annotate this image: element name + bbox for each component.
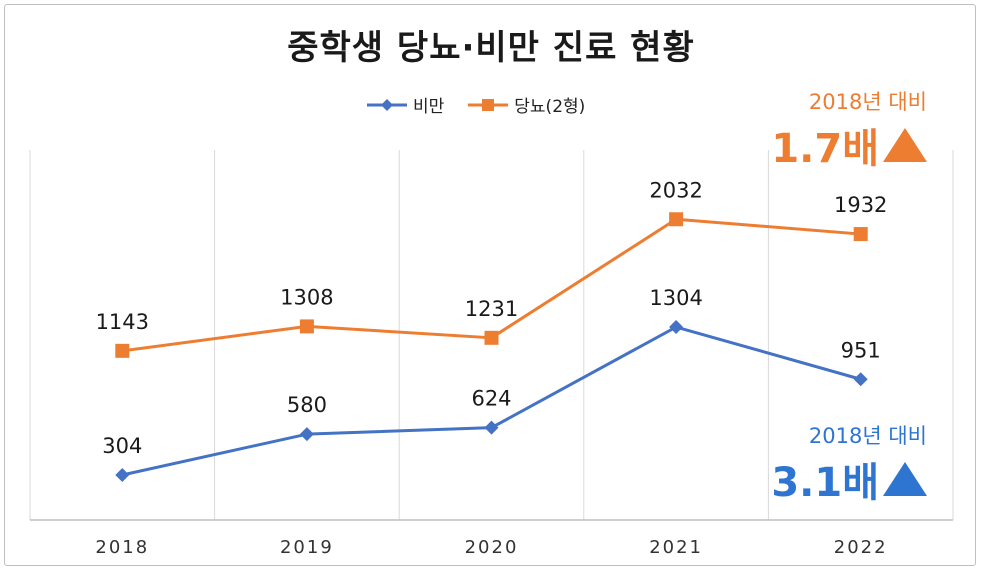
legend-swatch-obesity [367,98,407,111]
annotation-obesity-subtitle: 2018년 대비 [808,424,927,448]
data-point-diabetes [115,343,130,358]
data-label: 951 [841,338,881,362]
annotation-obesity-value: 3.1배 [771,460,879,506]
x-tick-label: 2020 [465,537,519,558]
data-label: 580 [287,393,327,417]
data-point-diabetes [299,319,314,334]
legend-item-diabetes: 당뇨(2형) [466,92,585,117]
legend-label-diabetes: 당뇨(2형) [514,97,586,117]
x-tick-label: 2018 [95,537,149,558]
annotation-diabetes-subtitle: 2018년 대비 [808,90,927,114]
data-point-diabetes [853,227,868,242]
legend-swatch-diabetes [468,98,509,111]
data-label: 1932 [834,193,887,217]
legend-item-obesity: 비만 [365,92,444,117]
up-triangle-icon [883,462,927,496]
annotation-diabetes-ratio: 1.7배 [771,116,927,174]
data-label: 624 [471,387,511,411]
annotation-obesity: 2018년 대비 3.1배 [771,420,927,508]
x-tick-label: 2021 [649,537,703,558]
x-tick-label: 2019 [280,537,334,558]
data-label: 1308 [280,285,333,309]
data-point-obesity [299,427,314,442]
chart-frame [4,4,976,566]
legend-label-obesity: 비만 [413,97,445,117]
data-point-obesity [669,320,684,335]
up-triangle-icon [883,128,927,162]
data-point-diabetes [669,212,684,227]
data-point-diabetes [484,330,499,345]
data-point-obesity [484,420,499,435]
x-tick-label: 2022 [834,537,888,558]
data-point-obesity [853,372,868,387]
annotation-diabetes: 2018년 대비 1.7배 [771,86,927,174]
data-label: 1231 [465,297,518,321]
chart-title: 중학생 당뇨·비만 진료 현황 [287,28,695,68]
data-label: 304 [102,434,142,458]
annotation-diabetes-value: 1.7배 [771,126,879,172]
data-label: 1304 [649,286,702,310]
legend: 비만 당뇨(2형) [365,92,607,117]
annotation-obesity-ratio: 3.1배 [771,450,927,508]
data-label: 2032 [649,178,702,202]
data-label: 1143 [96,310,149,334]
data-point-obesity [115,468,130,483]
